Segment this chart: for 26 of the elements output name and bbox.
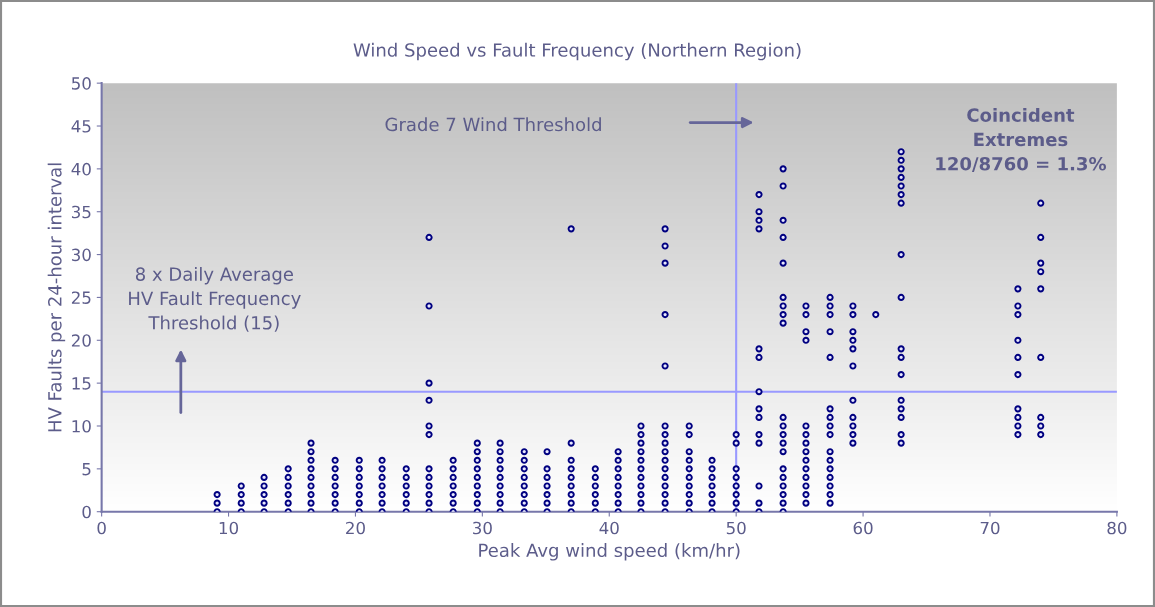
- x-tick-label: 70: [980, 521, 1000, 535]
- y-tick-label: 5: [82, 463, 91, 476]
- x-tick-label: 0: [97, 521, 106, 535]
- x-axis-title: Peak Avg wind speed (km/hr): [479, 543, 740, 561]
- annotation: Grade 7 Wind Threshold: [385, 117, 601, 132]
- y-tick-label: 0: [82, 505, 91, 519]
- y-tick-label: 40: [71, 162, 91, 176]
- y-tick-label: 50: [72, 77, 91, 90]
- y-tick-label: 15: [72, 377, 91, 390]
- annotation: 8 x Daily Average HV Fault Frequency Threshold (15): [129, 266, 301, 332]
- chart-title: Wind Speed vs Fault Frequency (Northern Region): [353, 42, 801, 61]
- x-tick-label: 40: [599, 521, 619, 535]
- x-tick-label: 10: [219, 521, 239, 535]
- annotation: Coincident Extremes 120/8760 = 1.3%: [936, 107, 1107, 172]
- y-tick-label: 35: [71, 205, 91, 219]
- y-tick-label: 10: [72, 419, 91, 433]
- x-tick-label: 20: [346, 521, 365, 535]
- y-tick-label: 20: [71, 334, 91, 347]
- x-tick-label: 60: [853, 521, 873, 535]
- x-tick-label: 30: [473, 521, 492, 535]
- y-tick-label: 45: [71, 120, 91, 133]
- y-axis-title: HV Faults per 24-hour interval: [47, 163, 66, 432]
- x-tick-label: 50: [726, 521, 746, 535]
- x-tick-label: 80: [1107, 521, 1127, 535]
- y-tick-label: 30: [71, 248, 91, 262]
- y-tick-label: 25: [71, 291, 91, 304]
